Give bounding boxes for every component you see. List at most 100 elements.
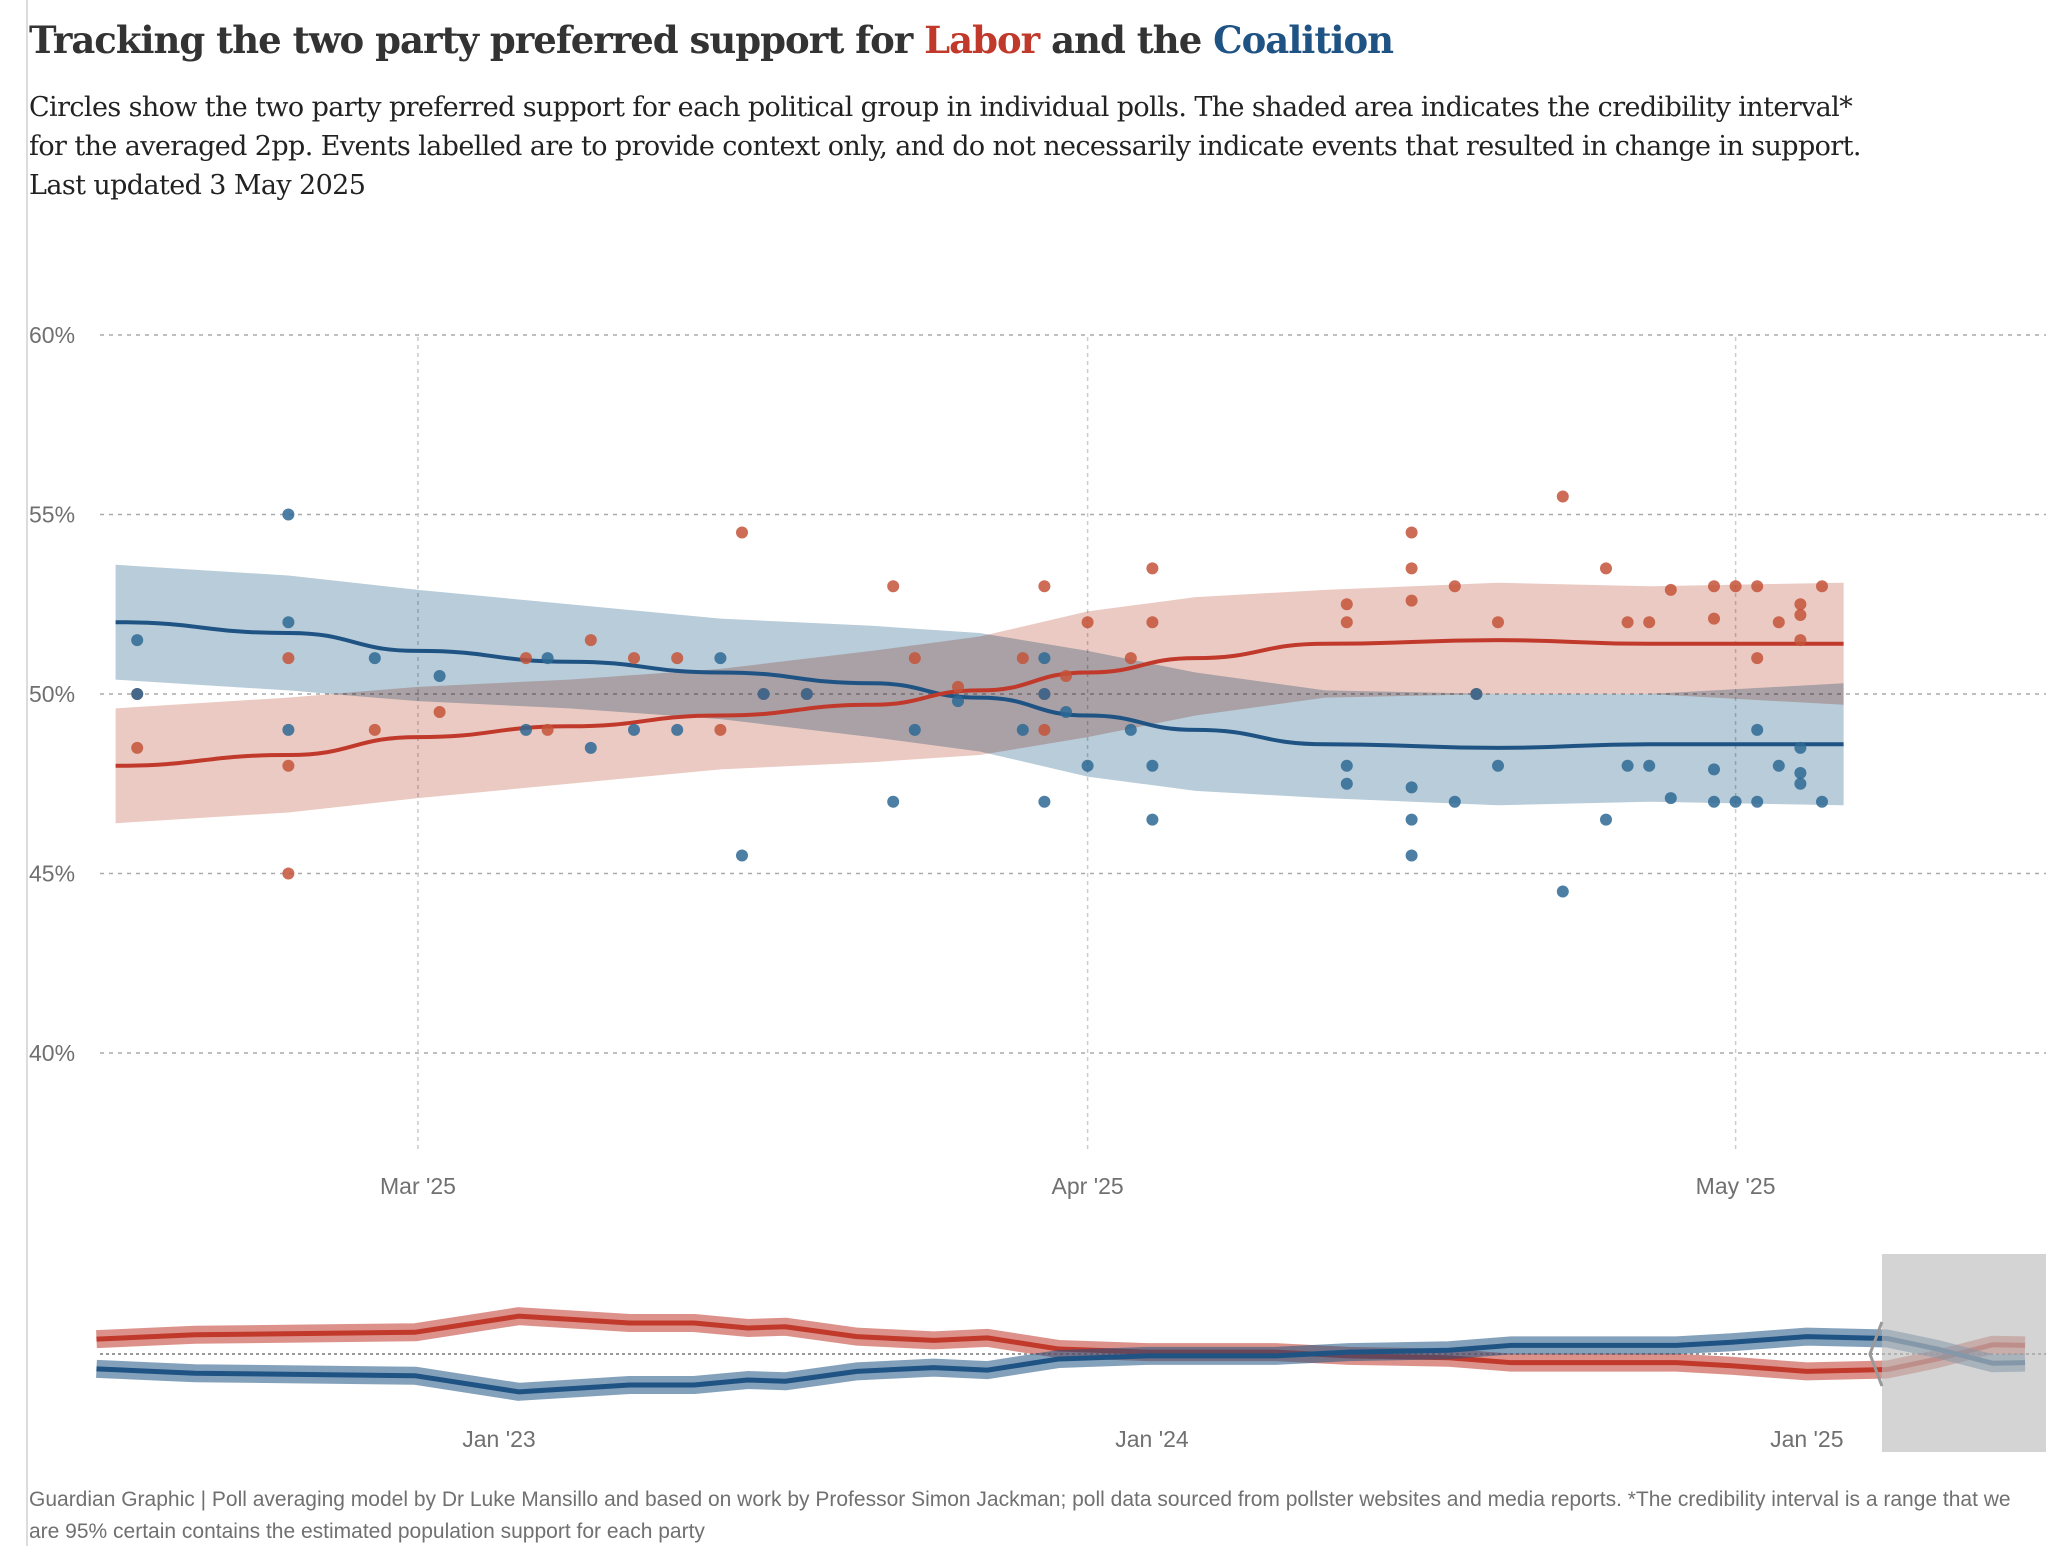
x-tick-label: May '25 — [1696, 1173, 1776, 1199]
labor-poll-dot — [1124, 652, 1137, 665]
coalition-poll-dot — [1643, 759, 1656, 772]
subtitle-line: Circles show the two party preferred sup… — [29, 92, 1853, 123]
subtitle: Circles show the two party preferred sup… — [29, 88, 2039, 205]
labor-poll-dot — [520, 652, 532, 665]
labor-poll-dot — [1081, 616, 1094, 629]
title-text: Tracking the two party preferred support… — [29, 18, 925, 62]
coalition-poll-dot — [433, 670, 446, 683]
labor-poll-dot — [1405, 594, 1418, 607]
labor-poll-dot — [282, 652, 295, 665]
coalition-poll-dot — [671, 723, 684, 736]
coalition-poll-dot — [1816, 795, 1828, 808]
coalition-poll-dot — [1405, 813, 1418, 826]
coalition-poll-dot — [1405, 849, 1418, 862]
coalition-poll-dot — [541, 652, 554, 665]
labor-poll-dot — [1643, 616, 1656, 629]
coalition-poll-dot — [520, 723, 532, 736]
coalition-poll-dot — [736, 849, 748, 862]
labor-poll-dot — [714, 723, 727, 736]
coalition-trend-line — [115, 620, 1844, 750]
brush-handle-icon[interactable] — [1868, 1321, 1884, 1387]
labor-poll-dot — [1448, 580, 1461, 593]
coalition-poll-dot — [1794, 766, 1807, 779]
labor-poll-dot — [1038, 580, 1051, 593]
footer-credits: Guardian Graphic | Poll averaging model … — [29, 1488, 2011, 1543]
coalition-poll-dot — [1340, 759, 1353, 772]
coalition-poll-dot — [1708, 763, 1720, 776]
labor-poll-dot — [736, 526, 748, 539]
labor-trend-line — [115, 638, 1844, 768]
y-tick-label: 60% — [29, 322, 75, 348]
labor-poll-dot — [368, 723, 381, 736]
coalition-poll-dot — [1038, 795, 1051, 808]
labor-poll-dot — [887, 580, 900, 593]
x-tick-label: Apr '25 — [1052, 1173, 1124, 1199]
labor-poll-dot — [952, 680, 964, 693]
coalition-poll-dot — [1556, 885, 1569, 898]
coalition-poll-dot — [1794, 741, 1807, 754]
labor-poll-dot — [1794, 609, 1807, 622]
labor-poll-dot — [1794, 598, 1807, 611]
labor-poll-dot — [1794, 634, 1807, 647]
labor-poll-dot — [908, 652, 921, 665]
labor-poll-dot — [628, 652, 640, 665]
title-mid: and the — [1039, 18, 1214, 62]
labor-poll-dot — [1751, 580, 1764, 593]
labor-poll-dot — [671, 652, 684, 665]
mini-x-tick-label: Jan '25 — [1770, 1426, 1843, 1452]
chart-title: Tracking the two party preferred support… — [29, 18, 1394, 62]
coalition-poll-dot — [282, 508, 295, 521]
labor-poll-dot — [1340, 598, 1353, 611]
coalition-poll-dot — [628, 723, 640, 736]
labor-poll-dot — [1405, 562, 1418, 575]
labor-poll-dot — [433, 705, 446, 718]
coalition-poll-dot — [131, 688, 144, 700]
coalition-poll-dot — [1751, 723, 1764, 736]
x-tick-label: Mar '25 — [380, 1173, 456, 1199]
labor-poll-dot — [1146, 562, 1159, 575]
coalition-poll-dot — [908, 723, 921, 736]
coalition-poll-dot — [1038, 652, 1051, 665]
labor-poll-dot — [1708, 612, 1720, 625]
title-coalition: Coalition — [1213, 18, 1394, 62]
y-tick-label: 40% — [29, 1040, 75, 1066]
labor-poll-dot — [282, 759, 295, 772]
coalition-poll-dot — [131, 634, 144, 647]
labor-poll-dot — [1600, 562, 1612, 575]
coalition-poll-dot — [800, 688, 813, 700]
coalition-poll-dot — [887, 795, 900, 808]
coalition-poll-dot — [282, 723, 295, 736]
labor-poll-dot — [1146, 616, 1159, 629]
coalition-poll-dot — [757, 688, 770, 700]
overview-brush[interactable] — [1881, 1254, 2046, 1452]
labor-poll-dot — [541, 723, 554, 736]
coalition-poll-dot — [1470, 688, 1483, 700]
labor-poll-dot — [1492, 616, 1504, 629]
coalition-poll-dot — [1146, 813, 1159, 826]
coalition-poll-dot — [952, 695, 964, 708]
y-tick-label: 50% — [29, 681, 75, 707]
coalition-poll-dot — [1405, 781, 1418, 794]
labor-poll-dot — [1621, 616, 1634, 629]
coalition-poll-dot — [1664, 792, 1677, 805]
coalition-poll-dot — [714, 652, 727, 665]
coalition-poll-dot — [1038, 688, 1051, 700]
labor-poll-dot — [131, 741, 144, 754]
title-labor: Labor — [924, 18, 1040, 62]
coalition-poll-dot — [1600, 813, 1612, 826]
coalition-poll-dot — [1060, 705, 1072, 718]
labor-poll-dot — [1664, 583, 1677, 596]
coalition-poll-dot — [1708, 795, 1720, 808]
coalition-mini-line — [96, 1334, 2026, 1395]
y-tick-label: 55% — [29, 502, 75, 528]
left-rule — [26, 0, 28, 1546]
coalition-poll-dot — [1621, 759, 1634, 772]
labor-poll-dot — [1816, 580, 1828, 593]
coalition-poll-dot — [1751, 795, 1764, 808]
mini-x-tick-label: Jan '24 — [1115, 1426, 1189, 1452]
labor-poll-dot — [1340, 616, 1353, 629]
coalition-poll-dot — [584, 741, 597, 754]
last-updated: Last updated 3 May 2025 — [29, 170, 366, 201]
coalition-poll-dot — [1340, 777, 1353, 790]
